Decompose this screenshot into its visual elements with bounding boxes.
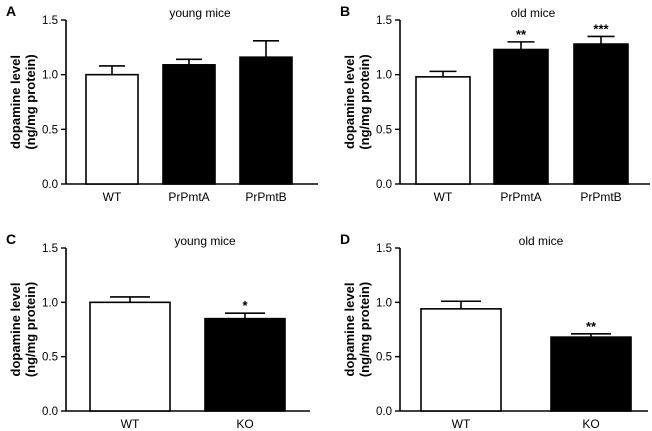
panel-a-letter: A	[6, 3, 16, 19]
panel-d-y-axis-label-line: dopamine level	[342, 283, 357, 377]
panel-b-x-tick-label: PrPmtB	[580, 190, 621, 204]
panel-a-y-tick-label: 0.5	[42, 124, 58, 136]
panel-b-title: old mice	[511, 6, 556, 20]
panel-d-x-tick-label: WT	[452, 417, 471, 431]
panel-d-title: old mice	[519, 234, 564, 248]
panel-a-bar-prpmta	[162, 64, 216, 185]
panel-c-letter: C	[6, 231, 16, 247]
panel-a-y-tick-label: 1.0	[42, 70, 58, 82]
panel-b-bar-prpmtb	[573, 43, 629, 185]
panel-b-y-tick-label: 1.5	[376, 15, 392, 27]
panel-a-title: young mice	[169, 6, 231, 20]
panel-b-significance: **	[516, 27, 527, 42]
panel-c-y-tick-label: 1.0	[42, 297, 58, 309]
panel-b-x-tick-label: WT	[434, 190, 453, 204]
panel-a-x-tick-label: WT	[103, 190, 122, 204]
panel-c-y-tick-label: 0.5	[42, 352, 58, 364]
panel-c-bar-ko	[204, 317, 286, 412]
panel-d-significance: **	[586, 319, 597, 334]
panel-c-x-tick-label: WT	[121, 417, 140, 431]
panel-c-y-axis-label-line: dopamine level	[8, 283, 23, 377]
panel-a-y-axis-label-line: dopamine level	[8, 55, 23, 149]
panel-c-title: young mice	[174, 234, 236, 248]
panel-b-y-axis-label-line: (ng/mg protein)	[357, 54, 372, 149]
panel-d-y-axis-label-line: (ng/mg protein)	[357, 282, 372, 377]
panel-a-y-axis-label-line: (ng/mg protein)	[23, 54, 38, 149]
panel-a-bar-wt	[85, 73, 139, 185]
panel-a-x-tick-label: PrPmtA	[168, 190, 209, 204]
panel-b-y-tick-label: 0.5	[376, 124, 392, 136]
panel-d-y-tick-label: 1.5	[376, 243, 392, 255]
panel-c-y-tick-label: 0.0	[42, 406, 58, 418]
panel-a-x-tick-label: PrPmtB	[245, 190, 286, 204]
panel-c-x-tick-label: KO	[236, 417, 253, 431]
panel-b-significance: ***	[593, 21, 609, 36]
panel-d-y-tick-label: 0.0	[376, 406, 392, 418]
panel-a-y-axis-label: dopamine level(ng/mg protein)	[8, 54, 38, 149]
panel-d-bar-ko	[550, 336, 632, 412]
panel-c-y-axis-label-line: (ng/mg protein)	[23, 282, 38, 377]
panel-c-bar-wt	[89, 301, 171, 412]
panel-b-y-axis-label-line: dopamine level	[342, 55, 357, 149]
panel-b-bar-wt	[415, 76, 471, 185]
panel-b-y-axis-label: dopamine level(ng/mg protein)	[342, 54, 372, 149]
panel-d-bar-wt	[420, 308, 502, 412]
panel-d-y-axis-label: dopamine level(ng/mg protein)	[342, 282, 372, 377]
panel-b-x-tick-label: PrPmtA	[500, 190, 541, 204]
panel-d-y-tick-label: 1.0	[376, 297, 392, 309]
panel-c-y-axis-label: dopamine level(ng/mg protein)	[8, 282, 38, 377]
panel-a-bar-prpmtb	[239, 56, 293, 185]
panel-a-y-tick-label: 0.0	[42, 179, 58, 191]
panel-b-y-tick-label: 1.0	[376, 70, 392, 82]
panel-d-x-tick-label: KO	[582, 417, 599, 431]
panel-b-bar-prpmta	[493, 48, 549, 185]
panel-c-significance: *	[242, 298, 248, 313]
panel-d-letter: D	[340, 231, 350, 247]
panel-d-y-tick-label: 0.5	[376, 352, 392, 364]
panel-c-y-tick-label: 1.5	[42, 243, 58, 255]
panel-a-y-tick-label: 1.5	[42, 15, 58, 27]
panel-b-letter: B	[340, 3, 350, 19]
panel-b-y-tick-label: 0.0	[376, 179, 392, 191]
